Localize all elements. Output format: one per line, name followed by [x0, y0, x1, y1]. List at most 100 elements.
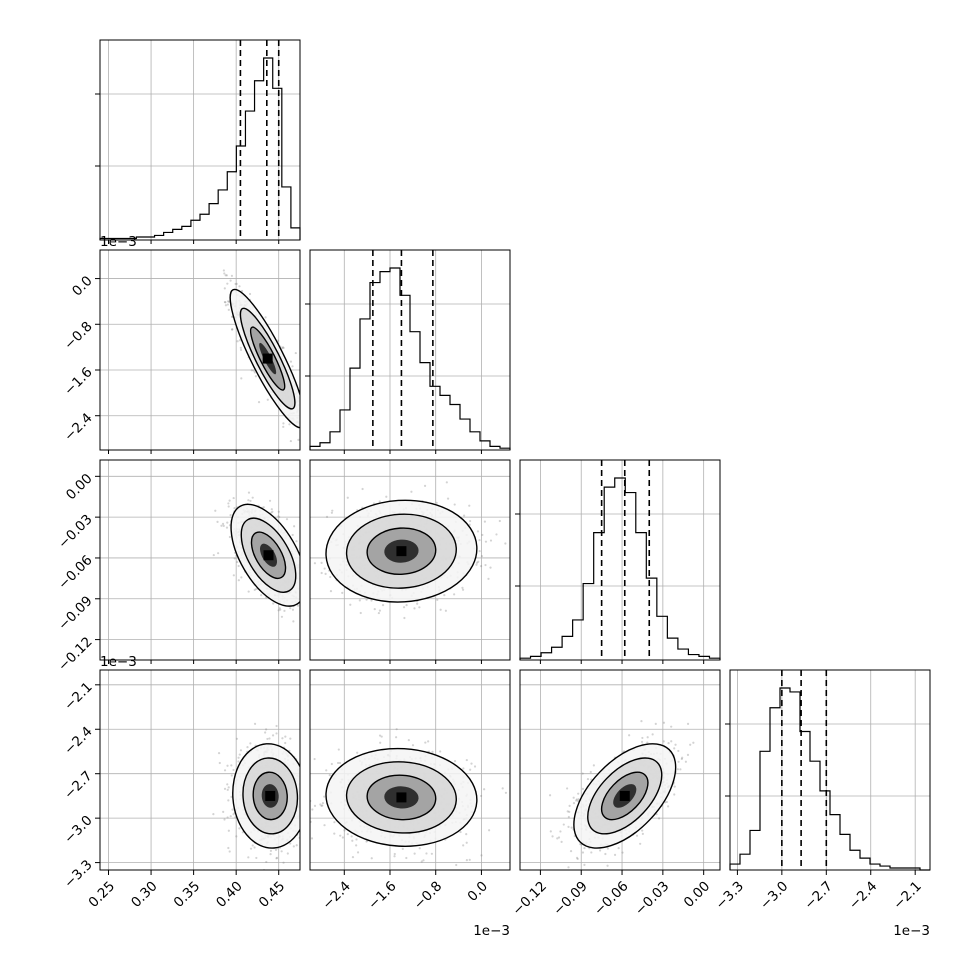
scatter-point [378, 734, 382, 737]
scatter-point [577, 798, 580, 801]
scatter-point [226, 788, 229, 791]
scatter-point [445, 481, 448, 484]
scatter-point [300, 553, 302, 555]
scatter-point [403, 616, 406, 620]
scatter-point [281, 346, 285, 349]
scatter-point [271, 510, 274, 513]
scatter-point [339, 834, 342, 837]
scatter-point [275, 856, 279, 859]
scatter-point [227, 502, 230, 505]
joint-0-2-frame [99, 459, 301, 661]
scatter-point [233, 506, 236, 510]
scatter-point [231, 328, 234, 331]
scatter-point [304, 420, 306, 422]
scatter-point [231, 808, 234, 811]
scatter-point [418, 606, 421, 609]
scatter-point [252, 369, 255, 372]
scatter-point [411, 744, 415, 747]
scatter-point [250, 369, 253, 372]
scatter-point [313, 757, 316, 761]
scatter-point [476, 530, 480, 533]
scatter-point [424, 741, 427, 744]
scatter-point [275, 857, 278, 860]
scatter-point [303, 782, 305, 784]
scatter-point [425, 852, 428, 855]
scatter-point [313, 847, 315, 849]
scatter-point [275, 724, 278, 728]
scatter-point [289, 737, 292, 740]
scatter-point [373, 607, 376, 611]
scatter-point [465, 841, 468, 844]
scatter-point [237, 579, 240, 582]
scatter-point [379, 741, 382, 744]
scatter-point [453, 503, 456, 506]
scatter-point [566, 787, 569, 790]
scatter-point [468, 504, 471, 507]
scatter-point [228, 850, 231, 853]
scatter-point [285, 518, 289, 521]
density-peak [263, 550, 274, 561]
scatter-point [416, 602, 419, 605]
scatter-point [402, 606, 406, 609]
scatter-point [232, 496, 235, 500]
scatter-point [253, 588, 256, 591]
scatter-point [463, 514, 466, 517]
scatter-point [289, 842, 292, 845]
scatter-point [303, 388, 305, 390]
scatter-point [235, 282, 238, 285]
scatter-point [275, 732, 278, 735]
scatter-point [291, 608, 295, 611]
scatter-point [301, 549, 303, 551]
scatter-point [589, 770, 592, 774]
scatter-point [358, 599, 361, 602]
scatter-point [253, 371, 256, 374]
scatter-point [436, 598, 439, 601]
scatter-point [495, 533, 498, 536]
scatter-point [226, 783, 229, 786]
scatter-point [320, 571, 323, 575]
scatter-point [246, 745, 249, 749]
scatter-point [311, 808, 314, 811]
scatter-point [310, 837, 314, 840]
scatter-point [351, 839, 354, 842]
scatter-point [498, 519, 501, 523]
scatter-point [306, 535, 308, 537]
scatter-point [281, 872, 283, 874]
scatter-point [581, 772, 584, 775]
scatter-point [586, 777, 590, 781]
scatter-point [453, 759, 457, 763]
joint-1-3-frame [309, 669, 511, 871]
scatter-point [320, 561, 323, 564]
scatter-point [232, 574, 235, 577]
scatter-point [237, 756, 240, 759]
scatter-point [413, 852, 416, 855]
scatter-point [336, 761, 340, 765]
scatter-point [469, 519, 472, 523]
scatter-point [418, 847, 421, 850]
scatter-point [475, 563, 478, 566]
joint-panel-2-3 [520, 670, 720, 870]
scatter-point [427, 740, 430, 743]
scatter-point [462, 767, 465, 770]
joint-0-1-frame [99, 249, 301, 451]
scatter-point [266, 398, 269, 401]
scatter-point [240, 377, 243, 380]
scatter-point [439, 750, 442, 753]
scatter-point [313, 804, 317, 807]
scatter-point [461, 586, 464, 589]
scatter-point [329, 575, 332, 579]
scatter-point [278, 515, 281, 519]
scatter-point [346, 833, 349, 836]
scatter-point [306, 583, 308, 585]
scatter-point [229, 279, 232, 282]
scatter-point [230, 795, 233, 799]
scatter-point [480, 794, 483, 798]
joint-panel-0-2 [100, 460, 308, 660]
scatter-point [556, 837, 559, 840]
scatter-point [282, 422, 285, 425]
scatter-point [222, 269, 225, 272]
scatter-point [484, 563, 487, 567]
joint-0-3-frame [99, 669, 301, 871]
histogram-panel-0 [95, 40, 301, 240]
